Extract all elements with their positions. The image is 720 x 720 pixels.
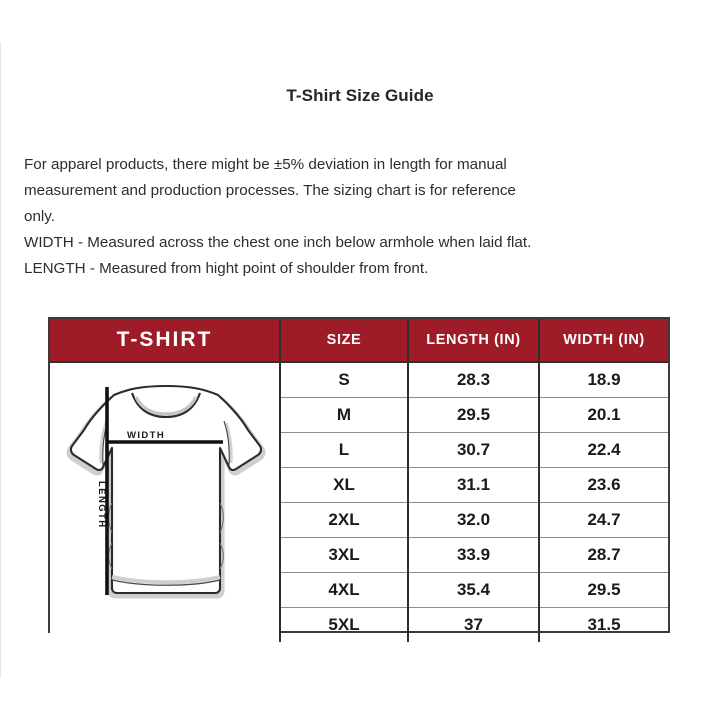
cell-width: 23.6: [539, 467, 668, 503]
cell-length: 30.7: [408, 432, 540, 468]
cell-length: 31.1: [408, 467, 540, 503]
intro-text-block: For apparel products, there might be ±5%…: [24, 152, 696, 282]
intro-line-3: only.: [24, 208, 55, 225]
cell-size: 2XL: [280, 502, 409, 538]
size-chart-table-container: T-SHIRT SIZE LENGTH (IN) WIDTH (IN): [48, 317, 670, 642]
cell-size: XL: [280, 467, 409, 503]
t-shirt-diagram: WIDTH LENGTH: [50, 363, 280, 633]
table-header-brand: T-SHIRT: [50, 319, 281, 363]
t-shirt-illustration-cell: WIDTH LENGTH: [50, 362, 281, 642]
cell-width: 29.5: [539, 572, 668, 608]
intro-line-2: measurement and production processes. Th…: [24, 182, 516, 199]
cell-length: 33.9: [408, 537, 540, 573]
page-edge-divider: [0, 42, 1, 678]
cell-width: 22.4: [539, 432, 668, 468]
cell-length: 35.4: [408, 572, 540, 608]
cell-size: S: [280, 362, 409, 398]
cell-size: 5XL: [280, 607, 409, 642]
cell-width: 20.1: [539, 397, 668, 433]
table-header-size: SIZE: [280, 319, 409, 363]
cell-size: 3XL: [280, 537, 409, 573]
cell-length: 37: [408, 607, 540, 642]
table-row: 4XL 35.4 29.5: [50, 572, 668, 608]
table-body: WIDTH LENGTH S 28.3 18.9 M 29.5 20.1 L 3…: [50, 362, 668, 642]
table-header-width: WIDTH (IN): [539, 319, 668, 363]
table-row: M 29.5 20.1: [50, 397, 668, 433]
cell-size: L: [280, 432, 409, 468]
cell-width: 28.7: [539, 537, 668, 573]
size-chart-table: T-SHIRT SIZE LENGTH (IN) WIDTH (IN): [50, 319, 668, 642]
intro-line-width-definition: WIDTH - Measured across the chest one in…: [24, 234, 532, 251]
page-title: T-Shirt Size Guide: [286, 86, 434, 105]
table-row: 5XL 37 31.5: [50, 607, 668, 642]
table-row: 2XL 32.0 24.7: [50, 502, 668, 538]
cell-size: M: [280, 397, 409, 433]
table-row: 3XL 33.9 28.7: [50, 537, 668, 573]
table-row: L 30.7 22.4: [50, 432, 668, 468]
intro-line-1: For apparel products, there might be ±5%…: [24, 156, 507, 173]
cell-length: 32.0: [408, 502, 540, 538]
width-dimension-label: WIDTH: [127, 430, 166, 441]
table-header-length: LENGTH (IN): [408, 319, 540, 363]
length-dimension-label: LENGTH: [96, 481, 107, 529]
cell-length: 28.3: [408, 362, 540, 398]
cell-width: 18.9: [539, 362, 668, 398]
table-row: WIDTH LENGTH S 28.3 18.9: [50, 362, 668, 642]
table-header-row: T-SHIRT SIZE LENGTH (IN) WIDTH (IN): [50, 319, 668, 363]
cell-length: 29.5: [408, 397, 540, 433]
cell-size: 4XL: [280, 572, 409, 608]
table-row: XL 31.1 23.6: [50, 467, 668, 503]
cell-width: 31.5: [587, 615, 621, 634]
cell-width: 24.7: [539, 502, 668, 538]
intro-line-length-definition: LENGTH - Measured from hight point of sh…: [24, 260, 429, 277]
t-shirt-icon: [66, 384, 266, 599]
